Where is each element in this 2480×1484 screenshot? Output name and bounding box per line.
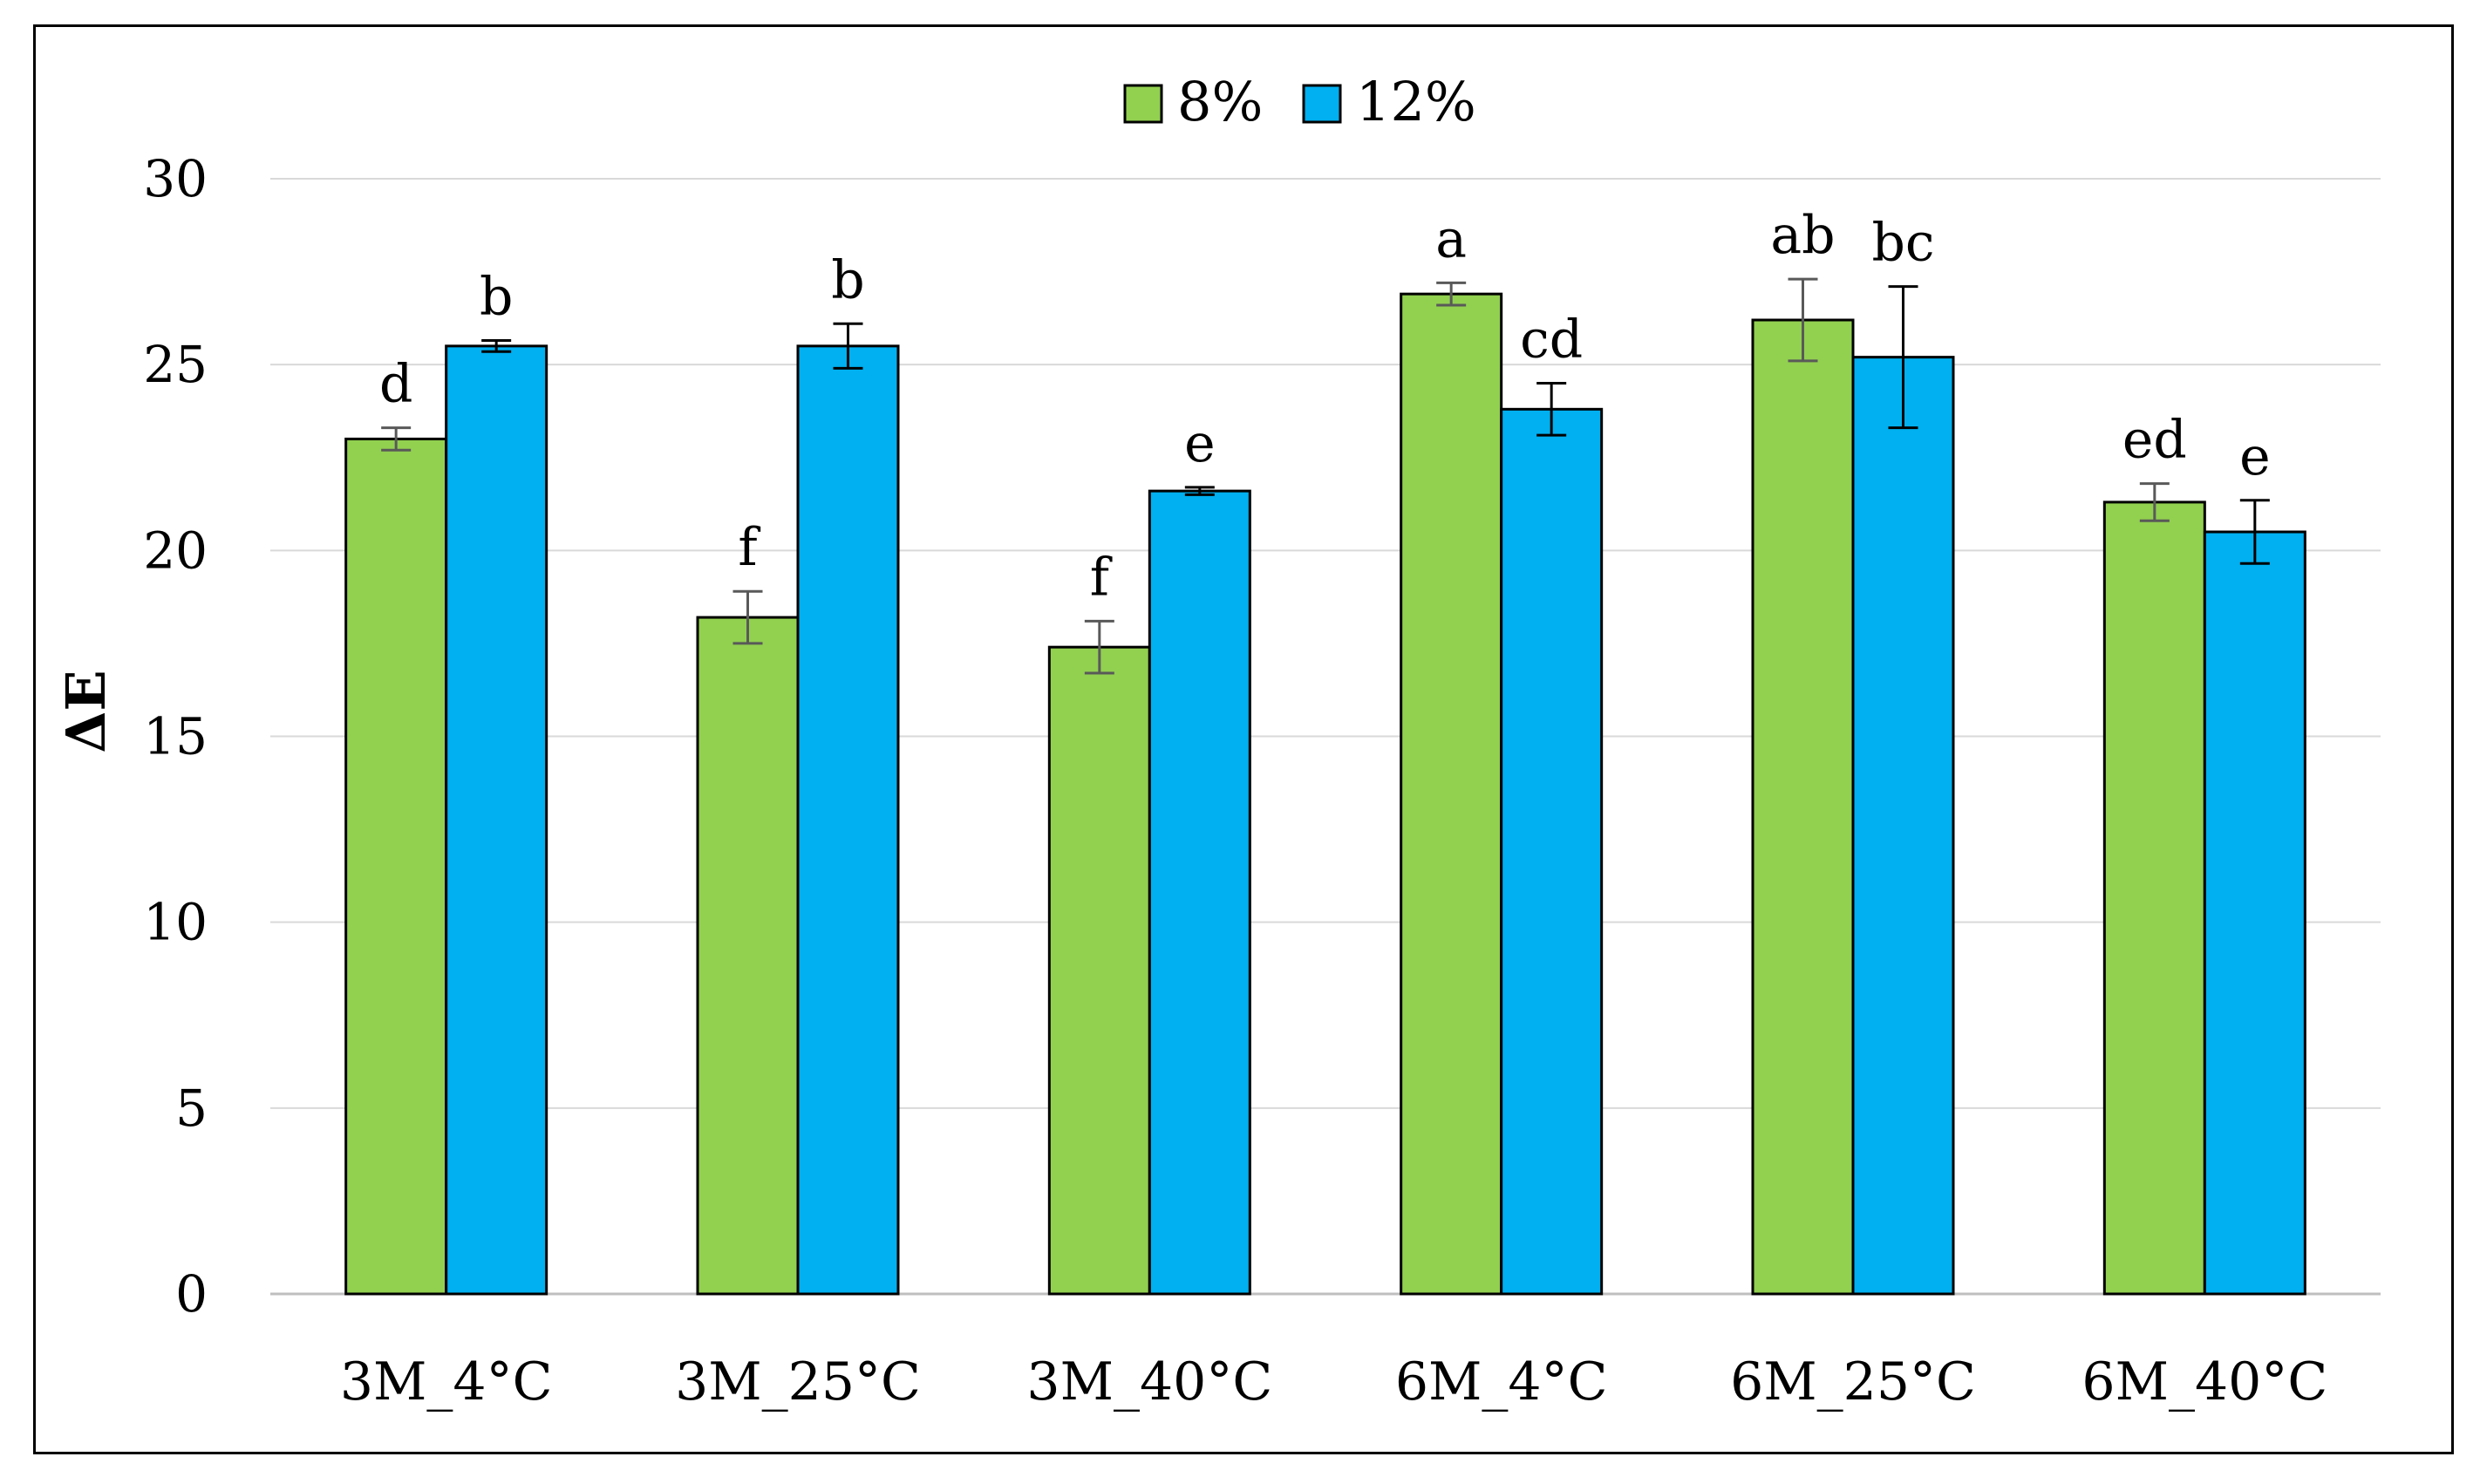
- x-tick-label: 3M_40°C: [1026, 1351, 1272, 1413]
- x-tick-label: 3M_25°C: [675, 1351, 921, 1413]
- y-tick-label: 25: [143, 335, 208, 394]
- bar-series-8pct: [696, 616, 800, 1296]
- bar-series-8pct: [344, 437, 448, 1296]
- bars: [344, 292, 2306, 1296]
- y-tick-label: 10: [143, 893, 208, 952]
- y-tick-label: 15: [143, 707, 208, 766]
- significance-letter: f: [738, 517, 760, 578]
- error-bars: [381, 277, 2270, 675]
- y-axis-title: ΔE: [54, 670, 118, 752]
- legend-swatch: [1302, 84, 1342, 124]
- y-tick-label: 30: [143, 149, 208, 208]
- significance-letter: cd: [1520, 309, 1583, 370]
- y-tick-label: 5: [175, 1079, 208, 1138]
- significance-letter: f: [1090, 547, 1113, 608]
- bar-series-12pct: [1851, 356, 1955, 1296]
- x-tick-label: 6M_4°C: [1395, 1351, 1608, 1413]
- significance-letter: d: [379, 354, 412, 415]
- legend-label: 12%: [1356, 70, 1476, 133]
- bar-series-12pct: [1148, 489, 1251, 1296]
- legend-swatch: [1123, 84, 1163, 124]
- bar-series-12pct: [1500, 407, 1604, 1296]
- x-axis-labels: 3M_4°C 3M_25°C 3M_40°C 6M_4°C 6M_25°C 6M_40°C: [340, 1351, 2327, 1413]
- significance-letter: e: [2239, 426, 2271, 487]
- significance-letter: ab: [1770, 205, 1835, 266]
- gridlines: [270, 178, 2381, 1296]
- bar-series-8pct: [1751, 318, 1855, 1296]
- legend: 8% 12%: [1123, 70, 1476, 133]
- y-tick-label: 0: [175, 1264, 208, 1324]
- x-tick-label: 6M_25°C: [1730, 1351, 1976, 1413]
- bar-series-12pct: [445, 344, 548, 1296]
- significance-letter: ed: [2122, 410, 2187, 471]
- significance-letter: e: [1184, 413, 1216, 474]
- y-tick-label: 20: [143, 521, 208, 580]
- x-tick-label: 6M_40°C: [2081, 1351, 2327, 1413]
- significance-letter: bc: [1871, 213, 1934, 274]
- y-axis-ticks: 0 5 10 15 20 25 30: [143, 149, 208, 1324]
- bar-series-12pct: [2203, 530, 2306, 1296]
- significance-letter: b: [480, 266, 513, 327]
- significance-letter: b: [831, 249, 864, 310]
- legend-label: 8%: [1177, 70, 1263, 133]
- bar-series-8pct: [1400, 292, 1503, 1296]
- bar-series-8pct: [2102, 500, 2206, 1296]
- x-tick-label: 3M_4°C: [340, 1351, 553, 1413]
- significance-letter: a: [1435, 208, 1467, 269]
- bar-series-8pct: [1047, 645, 1151, 1296]
- bar-series-12pct: [796, 344, 900, 1296]
